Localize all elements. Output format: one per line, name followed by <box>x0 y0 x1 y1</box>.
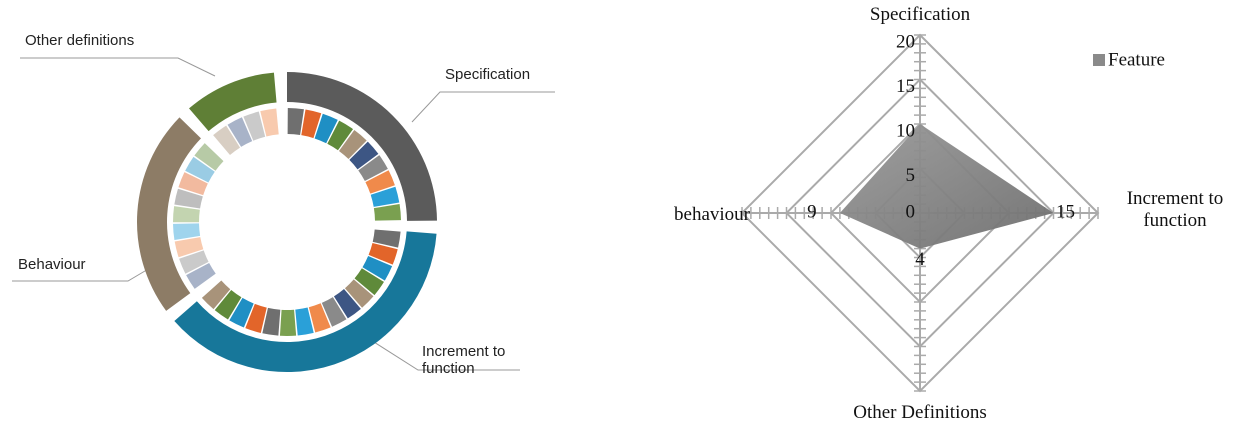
r-tick-label: 10 <box>896 120 915 141</box>
inner-segment <box>229 297 254 328</box>
inner-segment <box>372 229 401 248</box>
data-label: 4 <box>915 249 925 270</box>
axis-label: Specification <box>869 4 971 25</box>
inner-segment <box>368 243 398 265</box>
segment-label: Specification <box>445 66 531 83</box>
inner-segment <box>344 279 374 308</box>
leader-line <box>20 57 216 77</box>
leader-line <box>12 267 151 282</box>
inner-segment <box>174 237 204 258</box>
axis-label: Other Definitions <box>853 402 987 423</box>
inner-segment <box>349 141 379 170</box>
axis-label: Increment to function <box>1126 188 1224 231</box>
r-tick-label: 5 <box>906 165 916 186</box>
inner-segment <box>321 297 347 327</box>
data-label: 9 <box>807 201 817 222</box>
inner-segment <box>186 262 216 289</box>
inner-segment <box>308 303 331 333</box>
inner-segment <box>370 186 400 207</box>
inner-segment <box>373 204 401 221</box>
inner-segment <box>260 108 279 137</box>
outer-segment <box>189 72 277 132</box>
outer-segment <box>287 72 437 221</box>
legend-label: Feature <box>1108 49 1165 70</box>
inner-segment <box>178 172 208 196</box>
leader-line <box>411 91 555 123</box>
inner-segment <box>295 307 314 336</box>
axis-label: behaviour <box>674 204 750 225</box>
inner-segment <box>279 309 297 336</box>
inner-segment <box>358 155 388 182</box>
inner-segment <box>301 109 322 139</box>
leader-line <box>354 329 520 371</box>
inner-segment <box>174 188 203 209</box>
r-tick-label: 0 <box>906 201 916 222</box>
inner-segment <box>287 108 304 135</box>
legend-swatch <box>1093 54 1105 66</box>
outer-segment <box>136 117 201 311</box>
inner-segment <box>201 280 231 310</box>
r-tick-label: 15 <box>896 76 915 97</box>
segment-label: Increment to function <box>422 343 506 377</box>
inner-segment <box>333 289 361 319</box>
outer-segment <box>174 231 437 372</box>
inner-segment <box>354 268 384 296</box>
r-tick-label: 20 <box>896 31 915 52</box>
inner-segment <box>173 223 201 240</box>
inner-segment <box>173 206 200 223</box>
inner-segment <box>314 113 338 144</box>
data-label: 15 <box>1056 201 1075 222</box>
inner-segment <box>227 117 253 147</box>
inner-segment <box>245 303 267 333</box>
inner-segment <box>214 290 242 320</box>
segment-label: Other definitions <box>25 32 135 49</box>
segment-label: Behaviour <box>18 256 86 273</box>
radar-area <box>839 124 1054 249</box>
inner-segment <box>327 120 354 151</box>
leader-lines <box>12 57 555 371</box>
inner-segment <box>362 256 393 281</box>
inner-segment <box>365 170 395 194</box>
inner-segment <box>213 125 241 155</box>
inner-segment <box>262 307 281 336</box>
inner-segment <box>179 250 209 274</box>
inner-segment <box>338 129 367 160</box>
inner-segment <box>185 156 215 183</box>
inner-segment <box>194 143 224 171</box>
inner-segment <box>243 111 266 141</box>
